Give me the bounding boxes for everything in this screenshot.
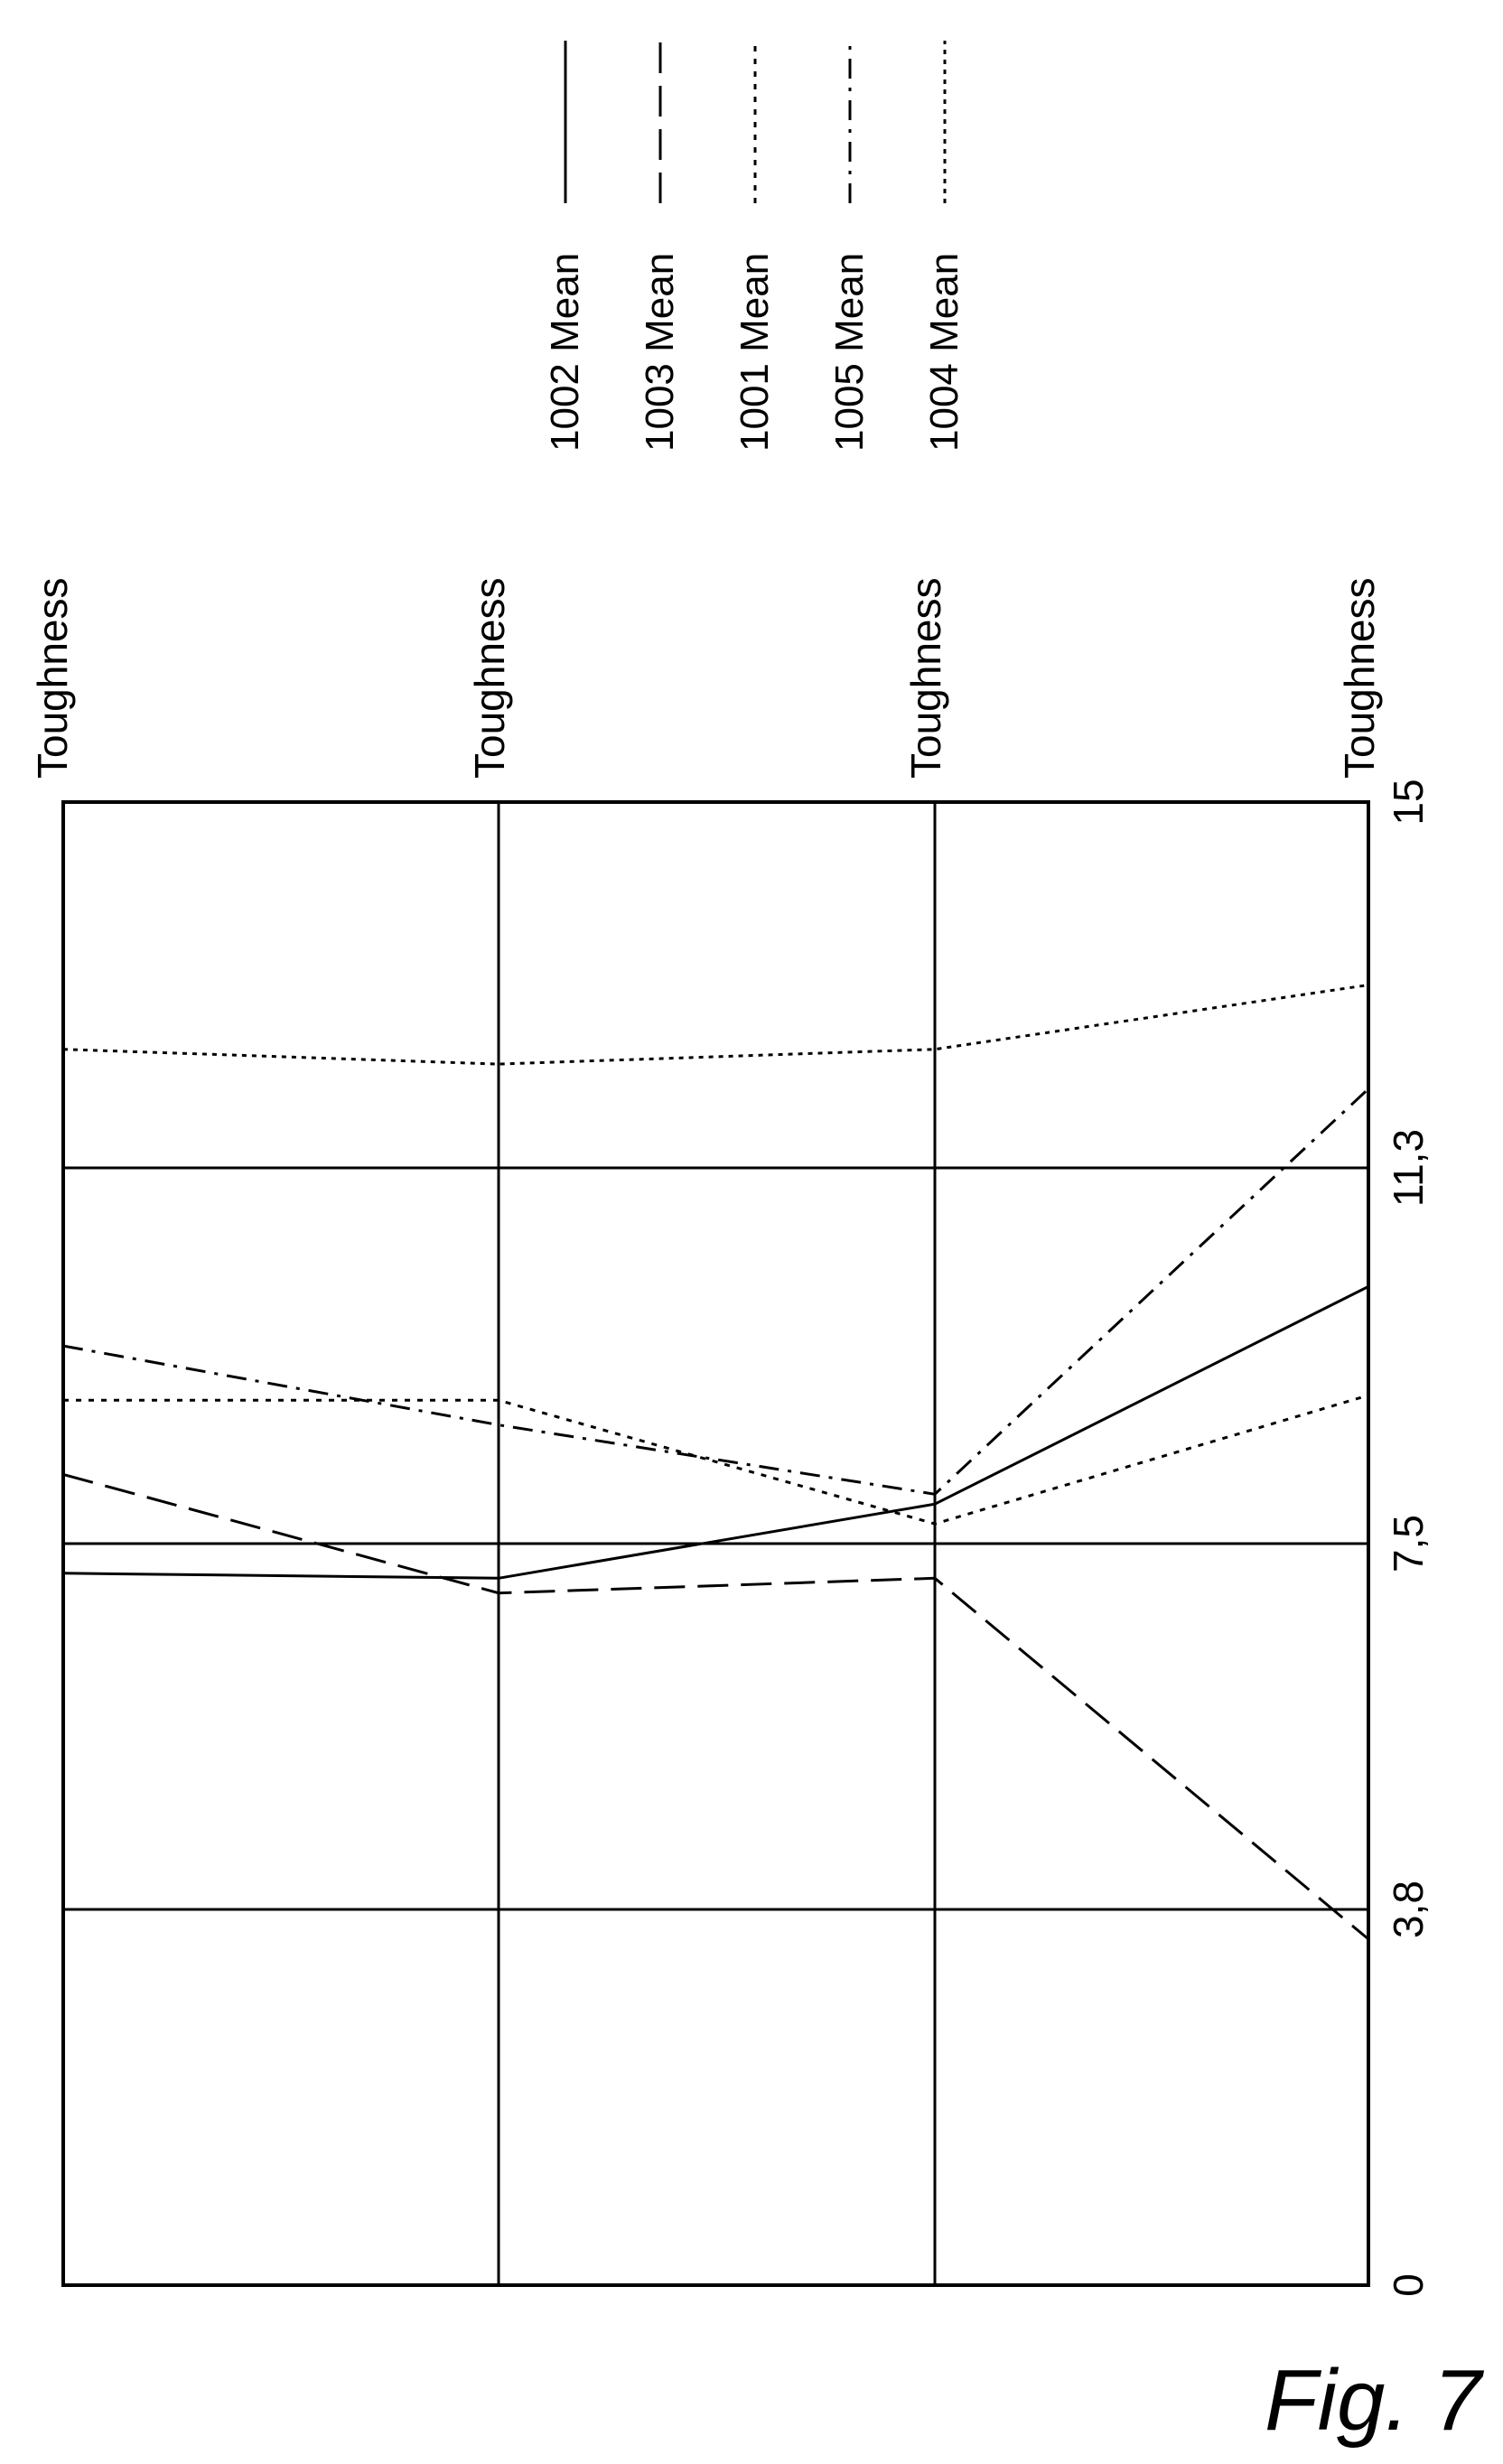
value-tick-label-1: 0 [1385, 2273, 1432, 2297]
legend-label-2: 1003 Mean [638, 253, 682, 452]
figure-label: Fig. 7 [1265, 2352, 1485, 2449]
value-tick-label-4: 11,3 [1385, 1129, 1432, 1207]
axis-labels: Toughness Toughness Toughness Toughness [29, 578, 1383, 779]
legend-label-5: 1004 Mean [922, 253, 966, 452]
legend-label-4: 1005 Mean [827, 253, 872, 452]
series-line-1004-mean [62, 984, 1369, 1066]
value-tick-labels: 0 3,8 7,5 11,3 15 [1385, 779, 1432, 2296]
series-line-1003-mean [62, 1472, 1369, 1941]
value-tick-label-5: 15 [1385, 779, 1432, 825]
category-label-3: Toughness [902, 578, 949, 779]
value-tick-label-3: 7,5 [1385, 1515, 1432, 1573]
series-lines [62, 984, 1370, 1941]
series-line-1002-mean [62, 1285, 1369, 1580]
plot-frame-rect [61, 800, 1370, 2287]
category-label-2: Toughness [466, 578, 513, 779]
value-tick-label-2: 3,8 [1385, 1881, 1432, 1938]
series-line-1005-mean [62, 1087, 1370, 1496]
category-label-1: Toughness [29, 578, 76, 779]
series-line-1001-mean [63, 1394, 1369, 1526]
plot-frame [61, 800, 1370, 2287]
gridlines [61, 802, 1370, 2285]
legend-label-3: 1001 Mean [733, 253, 777, 452]
legend-label-1: 1002 Mean [543, 253, 587, 452]
category-label-4: Toughness [1336, 578, 1383, 779]
legend: 1002 Mean 1003 Mean 1001 Mean 1005 Mean 1004… [543, 41, 966, 452]
